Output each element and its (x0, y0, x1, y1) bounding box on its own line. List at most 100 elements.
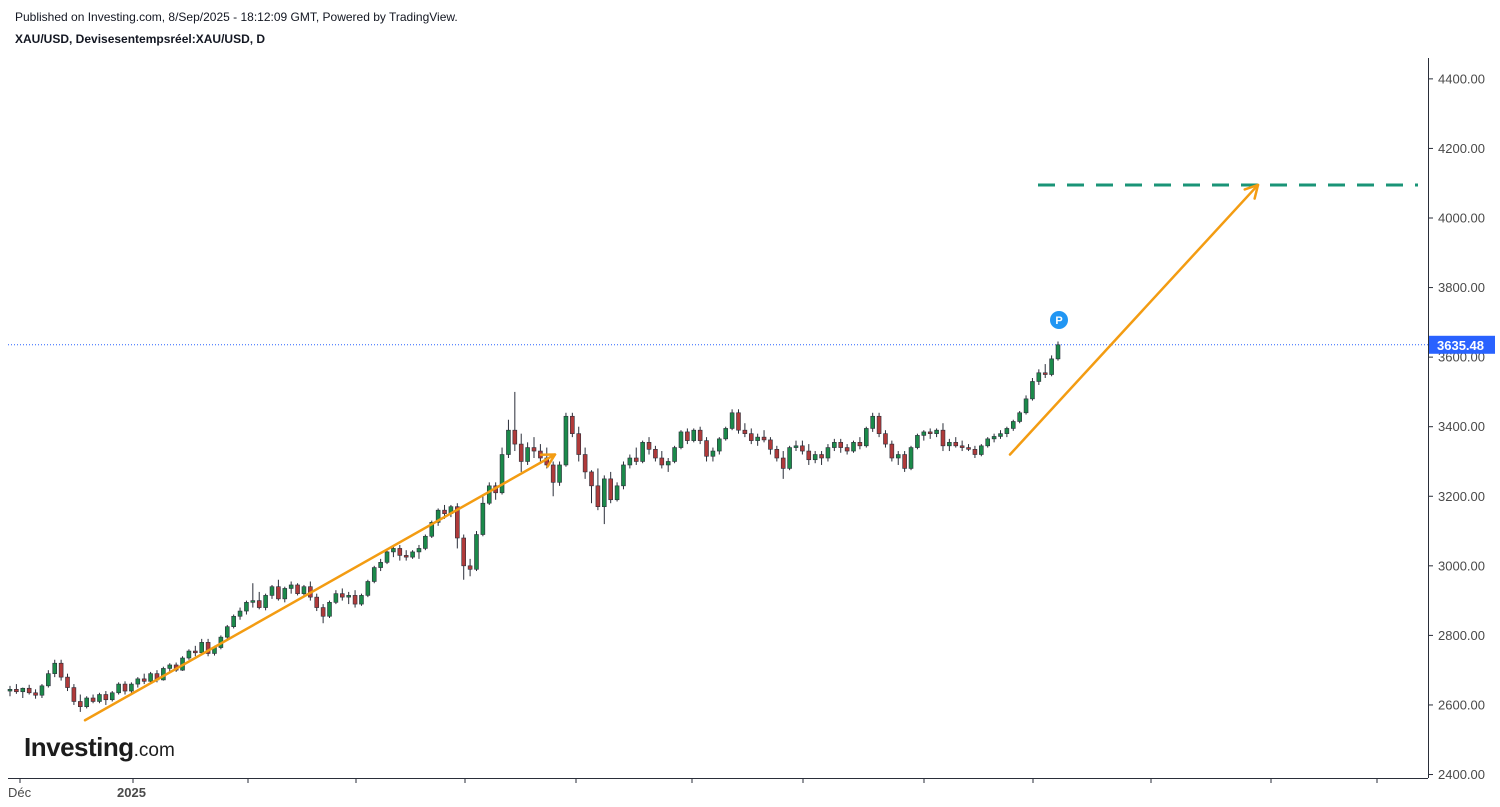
candle-up (186, 650, 192, 659)
candle (416, 544, 422, 559)
candle (876, 412, 882, 438)
candle-up (269, 586, 275, 596)
candle-down (748, 433, 754, 441)
candle-down (608, 478, 613, 501)
candle-up (499, 454, 505, 494)
candle (167, 663, 173, 672)
candle-down (902, 454, 907, 469)
candle (972, 445, 978, 458)
price-axis[interactable]: 4400.004200.004000.003800.003600.003400.… (1428, 71, 1485, 782)
candle-down (103, 694, 109, 701)
candle (780, 451, 786, 479)
candle-up (1010, 421, 1016, 429)
candle-down (352, 595, 358, 605)
candle (844, 444, 850, 455)
trend-line-2025[interactable] (83, 453, 557, 722)
candle (205, 638, 211, 657)
candle (883, 430, 888, 448)
candle (864, 426, 869, 448)
candle (800, 440, 805, 455)
candle-up (1017, 412, 1022, 422)
candle-down (531, 447, 537, 452)
candle (595, 468, 601, 511)
candle (531, 437, 537, 458)
candle-down (256, 600, 262, 608)
candle (199, 638, 204, 654)
candle-up (20, 687, 26, 693)
candle-up (46, 673, 51, 687)
candle-up (979, 445, 984, 455)
candle (1017, 411, 1022, 424)
symbol-title: XAU/USD, Devisesentempsréel:XAU/USD, D (15, 32, 266, 46)
candle-up (915, 435, 920, 448)
candle (474, 531, 479, 572)
candle-up (224, 626, 230, 638)
candle-down (71, 687, 77, 702)
candle (7, 685, 13, 697)
candle (378, 558, 383, 572)
candle (435, 508, 441, 526)
event-marker-icon[interactable] (1050, 311, 1068, 329)
candle-down (65, 676, 70, 688)
candle-down (768, 439, 773, 450)
candle (755, 433, 760, 446)
candle-up (557, 464, 562, 483)
candle (857, 437, 863, 450)
candle-down (512, 429, 518, 445)
candle (717, 437, 722, 455)
candle (14, 684, 19, 694)
candle (58, 659, 64, 681)
candle (33, 689, 38, 699)
price-tick-label: 2600.00 (1438, 697, 1485, 712)
price-tick-label: 3200.00 (1438, 489, 1485, 504)
candle-up (1036, 372, 1042, 382)
candle (109, 691, 115, 702)
candle-down (704, 440, 709, 457)
candle-down (646, 442, 652, 450)
candle (186, 649, 192, 660)
candle-up (985, 438, 990, 447)
projection-arrow-line[interactable] (1008, 183, 1260, 456)
candle-up (991, 436, 997, 440)
candle-up (391, 548, 396, 553)
candle-up (327, 602, 332, 617)
candle (851, 440, 856, 453)
candle (979, 444, 984, 457)
candle (193, 645, 198, 657)
candle (122, 681, 128, 695)
candle-up (717, 438, 722, 452)
candle (819, 451, 824, 465)
candle (499, 447, 505, 495)
candle-up (1055, 344, 1061, 360)
published-notice: Published on Investing.com, 8/Sep/2025 -… (15, 10, 458, 24)
candle (397, 544, 403, 561)
candle-up (301, 586, 307, 594)
candle-down (320, 607, 326, 617)
candle (84, 696, 89, 709)
candle (991, 433, 997, 443)
candle (627, 454, 633, 469)
candle-down (455, 506, 460, 539)
candle (352, 590, 358, 608)
candle-up (480, 502, 486, 535)
candle-up (787, 447, 792, 469)
candle (895, 451, 901, 465)
candle-up (870, 415, 875, 429)
candle (570, 412, 575, 438)
candle (359, 593, 364, 606)
candle-up (244, 602, 249, 612)
candle-up (346, 595, 351, 598)
price-tick-label: 2400.00 (1438, 767, 1485, 782)
price-tick-label: 2800.00 (1438, 628, 1485, 643)
candle (832, 438, 837, 452)
candle (633, 447, 639, 465)
candle (889, 440, 895, 462)
time-axis[interactable]: Déc 2025 (8, 778, 1378, 800)
candle-down (589, 471, 594, 487)
candle (129, 682, 134, 693)
candle (116, 682, 121, 695)
candle (959, 440, 965, 452)
trend-arrow-head (539, 453, 557, 468)
candle-down (736, 412, 741, 431)
